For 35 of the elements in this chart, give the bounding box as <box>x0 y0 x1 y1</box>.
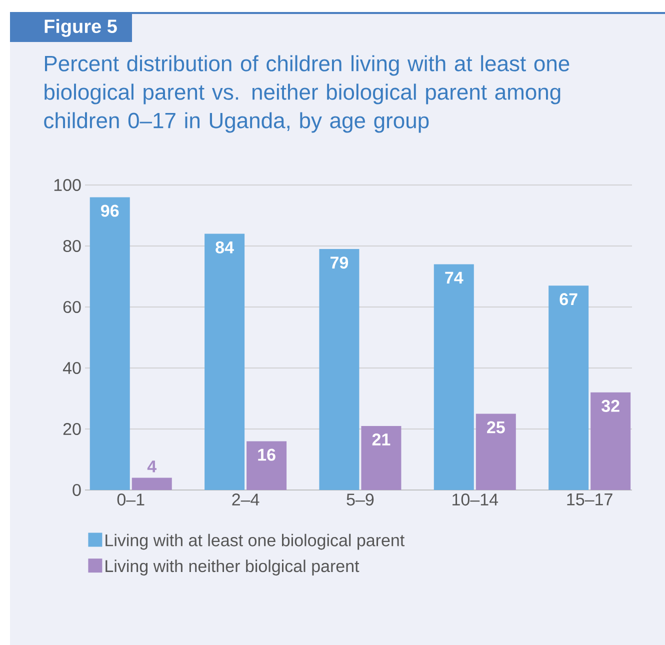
x-tick-label: 15–17 <box>567 494 612 506</box>
data-label: 32 <box>602 400 620 412</box>
data-label: 4 <box>147 460 157 472</box>
data-label: 84 <box>216 241 234 254</box>
y-tick-label: 20 <box>63 422 81 436</box>
x-tick-label: 0–1 <box>117 494 144 506</box>
x-tick-label: 10–14 <box>452 494 498 506</box>
bar <box>590 392 631 490</box>
y-tick-label: 60 <box>63 300 81 314</box>
bar <box>204 234 245 490</box>
x-tick-label: 2–4 <box>232 494 260 506</box>
y-tick-label: 0 <box>72 484 81 496</box>
caption: Figure 5 <box>44 19 117 37</box>
bar <box>476 414 516 490</box>
y-tick-label: 80 <box>63 240 81 252</box>
data-label: 79 <box>330 256 348 269</box>
bar <box>434 264 474 490</box>
bar <box>132 478 172 490</box>
bar <box>319 249 360 490</box>
chart-title: Percent distribution of children living with at least one biological parent vs. neither biological parent among children 0–17 in Uganda, by age group <box>44 55 570 133</box>
data-label: 74 <box>445 272 464 284</box>
y-tick-label: 40 <box>62 362 81 374</box>
data-label: 21 <box>372 433 390 446</box>
legend-label: Living with neither biolgical parent <box>106 560 360 576</box>
y-tick-label: 100 <box>54 178 81 192</box>
data-label: 96 <box>101 204 119 217</box>
data-label: 25 <box>487 421 505 434</box>
bar <box>90 197 130 490</box>
bar <box>361 426 402 490</box>
data-label: 16 <box>258 448 276 461</box>
bar <box>548 286 589 490</box>
bar <box>246 441 287 490</box>
legend-label: Living with at least one biological parent <box>106 534 405 550</box>
x-tick-label: 5–9 <box>346 494 374 506</box>
data-label: 67 <box>560 293 578 306</box>
